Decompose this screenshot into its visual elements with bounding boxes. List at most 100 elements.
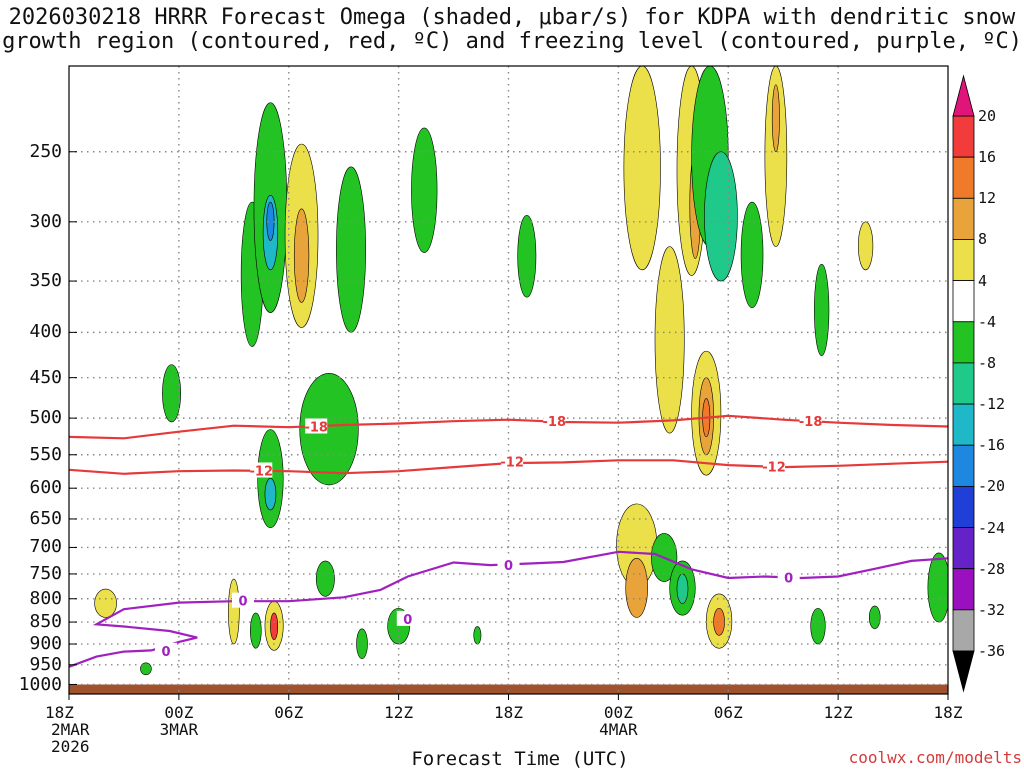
contour-label-1-2: -12	[762, 460, 786, 475]
x-tick-label-2: 06Z	[249, 704, 329, 721]
y-tick-label-950: 950	[29, 653, 62, 675]
y-tick-label-300: 300	[29, 210, 62, 232]
omega-cell-39	[270, 612, 279, 641]
y-tick-label-1000: 1000	[18, 673, 62, 695]
omega-cell-15	[654, 246, 685, 434]
omega-cell-6	[293, 208, 310, 303]
colorbar-band-8	[952, 444, 975, 487]
x-tick-time: 12Z	[823, 703, 853, 722]
colorbar-label-13: -36	[978, 642, 1006, 660]
y-tick-label-450: 450	[29, 366, 62, 388]
contour-label-bg-1-2	[763, 458, 786, 474]
y-tick-label-600: 600	[29, 477, 62, 499]
x-tick-date: 4MAR	[599, 720, 638, 739]
contour-label-bg-1-1	[501, 453, 524, 469]
colorbar-band-11	[952, 568, 975, 611]
y-tick-label-250: 250	[29, 140, 62, 162]
chart-title-line-1: 2026030218 HRRR Forecast Omega (shaded, …	[8, 5, 1016, 30]
colorbar-band-12	[952, 609, 975, 652]
colorbar-band-0	[952, 115, 975, 158]
contour-label-0-1: -18	[543, 415, 567, 430]
omega-cell-42	[94, 588, 117, 618]
contour-label-2-2: 0	[784, 572, 793, 587]
omega-cell-9	[336, 166, 366, 333]
contour-label-2-3: 0	[162, 645, 171, 660]
y-tick-label-850: 850	[29, 611, 62, 633]
x-tick-label-5: 00Z 4MAR	[578, 704, 658, 738]
contour-line-2	[69, 550, 948, 668]
colorbar-label-7: -12	[978, 395, 1006, 414]
contour-label-bg-0-0	[305, 418, 328, 434]
contour-label-2-4: 0	[403, 613, 412, 628]
x-tick-label-6: 06Z	[688, 704, 768, 721]
colorbar-band-7	[952, 403, 975, 446]
omega-cell-24	[857, 221, 874, 271]
colorbar-label-12: -32	[978, 600, 1006, 619]
x-tick-time: 18Z	[933, 703, 963, 722]
x-tick-time: 18Z	[45, 703, 74, 722]
y-tick-label-550: 550	[29, 443, 62, 465]
omega-cell-35	[810, 607, 826, 645]
x-tick-time: 00Z	[164, 703, 194, 722]
colorbar-label-6: -8	[978, 353, 997, 372]
colorbar-label-8: -16	[978, 436, 1006, 455]
omega-cell-41	[228, 578, 240, 645]
y-tick-label-350: 350	[29, 270, 62, 292]
omega-cell-13	[517, 215, 537, 298]
omega-cell-1	[162, 364, 182, 423]
x-tick-date: 2MAR	[51, 720, 90, 739]
contour-label-bg-2-0	[231, 592, 254, 608]
omega-cell-12	[411, 127, 438, 253]
x-tick-date: 3MAR	[159, 720, 199, 739]
colorbar-band-2	[952, 197, 975, 240]
x-tick-time: 00Z	[603, 703, 633, 722]
contour-label-bg-2-1	[497, 557, 520, 573]
contour-label-bg-1-0	[250, 462, 273, 478]
grid-lines	[69, 66, 948, 694]
x-tick-label-4: 18Z	[469, 704, 549, 721]
contour-label-bg-2-3	[155, 642, 178, 658]
x-tick-time: 12Z	[384, 703, 414, 722]
x-tick-label-8: 18Z	[908, 704, 988, 721]
colorbar-label-5: -4	[978, 312, 997, 331]
y-tick-label-650: 650	[29, 507, 62, 529]
y-tick-label-900: 900	[29, 633, 62, 655]
omega-field	[94, 66, 948, 676]
omega-cell-11	[315, 560, 335, 597]
omega-cell-21	[764, 66, 788, 247]
colorbar-label-4: 4	[978, 271, 988, 290]
omega-cell-22	[771, 84, 780, 153]
omega-cell-44	[356, 628, 368, 659]
contour-label-2-0: 0	[238, 595, 247, 610]
colorbar-label-2: 12	[978, 189, 997, 208]
omega-cell-34	[713, 607, 725, 636]
ground-below-surface	[69, 684, 948, 694]
omega-cell-46	[473, 626, 482, 645]
omega-cell-43	[140, 662, 152, 676]
omega-cell-8	[264, 478, 277, 511]
colorbar-bottom-arrow	[952, 650, 975, 693]
colorbar-band-9	[952, 485, 975, 528]
x-tick-label-0: 18Z 2MAR 2026	[45, 704, 105, 755]
plot-frame	[68, 65, 949, 695]
x-tick-time: 06Z	[713, 703, 743, 722]
y-tick-label-500: 500	[29, 407, 62, 429]
x-axis-title: Forecast Time (UTC)	[411, 748, 629, 770]
contour-label-bg-0-1	[543, 413, 566, 429]
y-tick-label-700: 700	[29, 536, 62, 558]
contour-label-bg-2-2	[777, 569, 800, 585]
colorbar-band-3	[952, 239, 975, 282]
x-tick-label-7: 12Z	[798, 704, 878, 721]
omega-cell-20	[740, 201, 764, 308]
y-tick-label-400: 400	[29, 321, 62, 343]
colorbar-band-1	[952, 156, 975, 199]
omega-cell-37	[927, 552, 948, 623]
x-tick-label-3: 12Z	[359, 704, 439, 721]
omega-cell-19	[704, 151, 738, 282]
colorbar-label-0: 20	[978, 107, 997, 125]
credit-link[interactable]: coolwx.com/modelts	[848, 748, 1022, 767]
y-tick-label-800: 800	[29, 587, 62, 609]
contour-label-0-0: -18	[304, 420, 328, 435]
omega-cell-40	[249, 612, 262, 649]
